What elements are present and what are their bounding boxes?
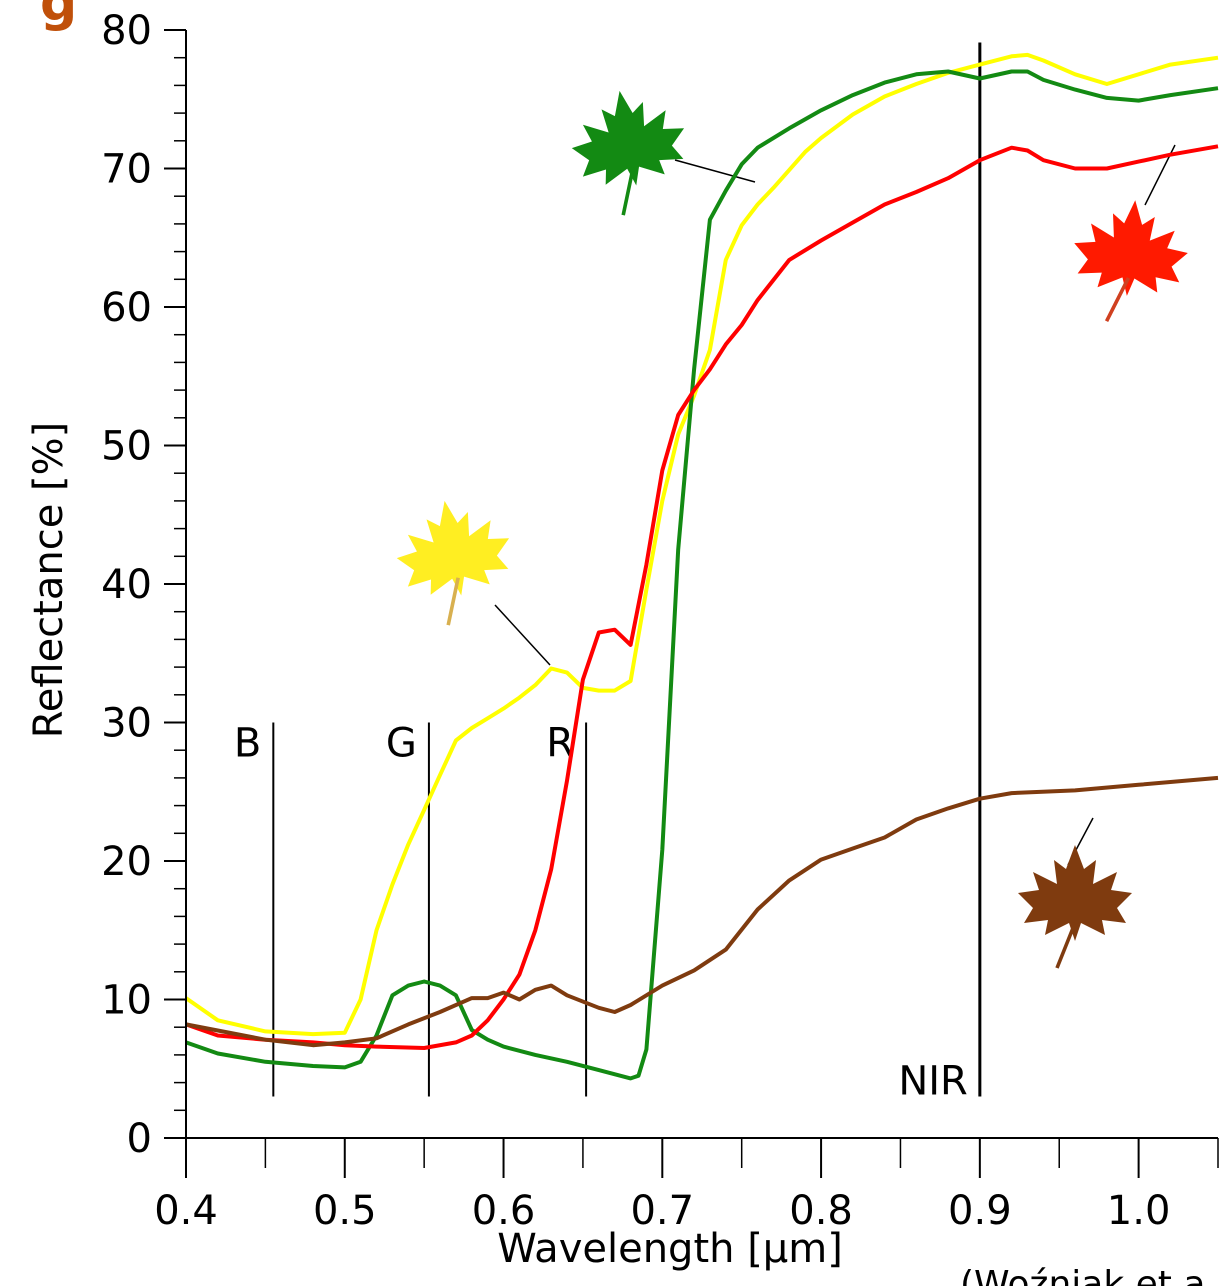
x-tick-label: 0.7 (630, 1188, 694, 1234)
band-label: B (234, 721, 261, 767)
y-axis-title: Reflectance [%] (26, 422, 72, 738)
x-tick-label: 0.6 (472, 1188, 536, 1234)
y-tick-label: 0 (127, 1116, 152, 1162)
y-tick-label: 70 (101, 147, 152, 193)
leader-line (494, 604, 551, 666)
x-axis-title: Wavelength [µm] (497, 1226, 843, 1272)
y-tick-label: 30 (101, 701, 152, 747)
x-tick-label: 0.4 (154, 1188, 218, 1234)
data-line (184, 52, 1219, 1037)
data-line (185, 144, 1219, 1050)
leaf-icon (563, 81, 693, 216)
y-tick-label: 40 (101, 562, 152, 608)
data-line (185, 69, 1219, 1081)
y-tick-label: 10 (101, 978, 152, 1024)
y-tick-label: 60 (101, 285, 152, 331)
y-tick-label: 20 (101, 839, 152, 885)
y-tick-label: 80 (101, 8, 152, 54)
band-label: G (386, 721, 417, 767)
band-label: NIR (898, 1058, 968, 1104)
leaf-icon (388, 491, 518, 626)
x-tick-label: 0.8 (789, 1188, 853, 1234)
leader-line (674, 159, 756, 183)
source-note: (Woźniak et a (960, 1264, 1205, 1286)
x-tick-label: 0.9 (948, 1188, 1012, 1234)
x-tick-label: 0.5 (313, 1188, 377, 1234)
leaf-icon (1070, 195, 1193, 323)
panel-label: g (40, 0, 77, 33)
y-tick-label: 50 (101, 424, 152, 470)
x-tick-label: 1.0 (1107, 1188, 1171, 1234)
leaf-icon (1018, 845, 1132, 969)
data-line (185, 775, 1219, 1048)
leaf-icons (388, 81, 1193, 969)
